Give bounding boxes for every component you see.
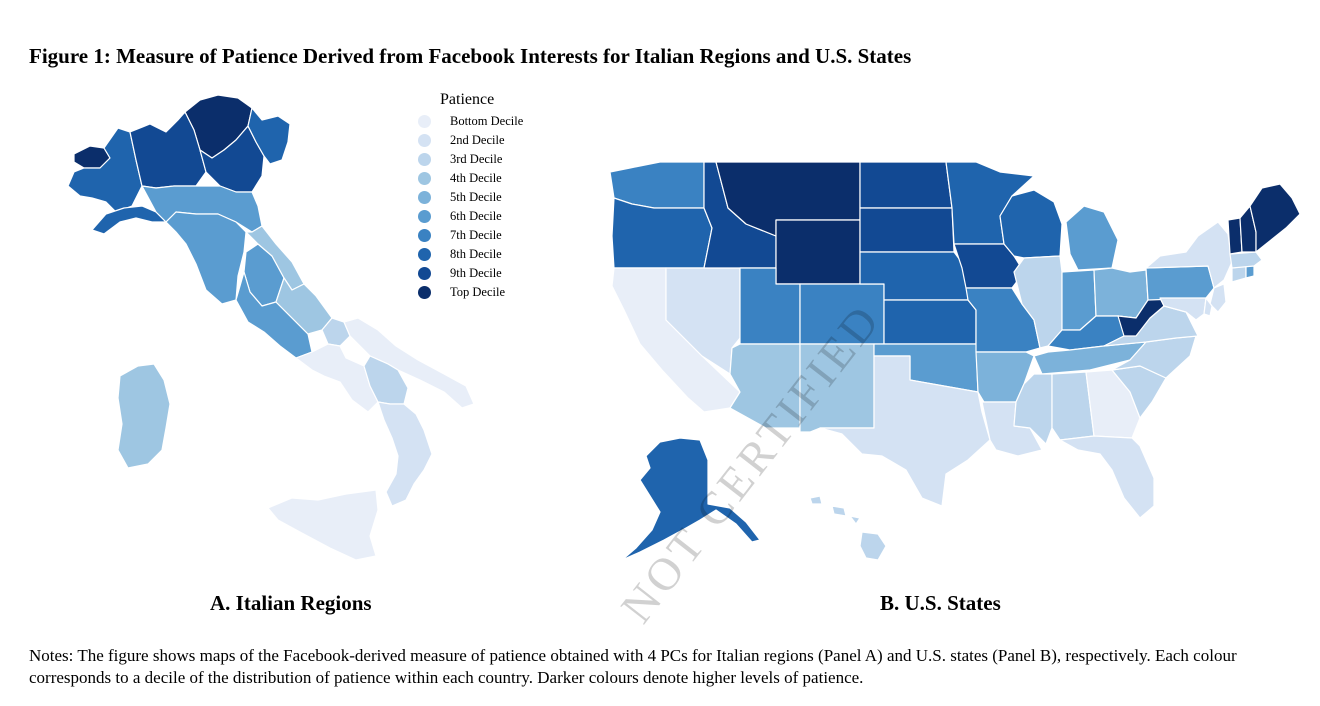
state-ks [883, 299, 977, 345]
state-mi [1065, 205, 1119, 271]
legend-swatch [418, 153, 431, 166]
italy-map [67, 94, 475, 561]
legend: Patience Bottom Decile 2nd Decile 3rd Deci… [418, 91, 523, 302]
figure-notes: Notes: The figure shows maps of the Face… [29, 646, 1237, 687]
state-ri [1245, 265, 1255, 279]
legend-swatch [418, 286, 431, 299]
state-wi [999, 189, 1063, 259]
legend-label: 4th Decile [450, 171, 502, 185]
legend-items: Bottom Decile 2nd Decile 3rd Decile 4th Dec… [418, 112, 523, 302]
legend-swatch [418, 267, 431, 280]
legend-item: 2nd Decile [418, 131, 523, 150]
legend-label: 6th Decile [450, 209, 502, 223]
legend-swatch [418, 210, 431, 223]
state-me [1249, 183, 1301, 253]
legend-item: 9th Decile [418, 264, 523, 283]
state-hi [809, 495, 887, 561]
state-oh [1093, 267, 1149, 319]
legend-title: Patience [440, 91, 495, 108]
legend-label: Top Decile [450, 285, 506, 299]
legend-swatch [418, 115, 431, 128]
legend-item: 5th Decile [418, 188, 523, 207]
region-friuli-venezia-giulia [247, 107, 291, 165]
panel-a-label: A. Italian Regions [210, 591, 372, 615]
usa-map [609, 161, 1301, 561]
state-fl [1059, 435, 1155, 519]
region-sardegna [117, 363, 171, 469]
state-pa [1145, 265, 1215, 301]
state-nd [859, 161, 953, 209]
legend-label: 5th Decile [450, 190, 502, 204]
region-campania [295, 343, 379, 413]
state-nj [1209, 283, 1227, 313]
legend-swatch [418, 134, 431, 147]
legend-label: Bottom Decile [450, 114, 524, 128]
state-ny [1145, 221, 1233, 289]
region-toscana [165, 211, 247, 305]
legend-item: Top Decile [418, 283, 523, 302]
legend-swatch [418, 191, 431, 204]
state-or [611, 197, 713, 269]
legend-swatch [418, 172, 431, 185]
state-ma [1229, 251, 1263, 269]
region-sicilia [267, 489, 379, 561]
legend-swatch [418, 248, 431, 261]
state-tx [819, 355, 991, 507]
legend-item: 6th Decile [418, 207, 523, 226]
state-de [1203, 297, 1213, 317]
figure-title: Figure 1: Measure of Patience Derived fr… [29, 44, 912, 68]
legend-item: 8th Decile [418, 245, 523, 264]
state-sd [859, 207, 955, 253]
state-ms [1013, 373, 1053, 445]
panel-b-label: B. U.S. States [880, 591, 1001, 615]
legend-item: 3rd Decile [418, 150, 523, 169]
legend-label: 9th Decile [450, 266, 502, 280]
region-calabria [377, 401, 433, 507]
legend-label: 7th Decile [450, 228, 502, 242]
legend-item: Bottom Decile [418, 112, 523, 131]
region-piemonte [67, 127, 143, 213]
legend-swatch [418, 229, 431, 242]
region-basilicata [363, 355, 409, 405]
legend-label: 3rd Decile [450, 152, 503, 166]
legend-label: 8th Decile [450, 247, 502, 261]
state-wy [775, 219, 861, 285]
state-ak [621, 437, 761, 561]
legend-item: 7th Decile [418, 226, 523, 245]
legend-label: 2nd Decile [450, 133, 505, 147]
legend-item: 4th Decile [418, 169, 523, 188]
